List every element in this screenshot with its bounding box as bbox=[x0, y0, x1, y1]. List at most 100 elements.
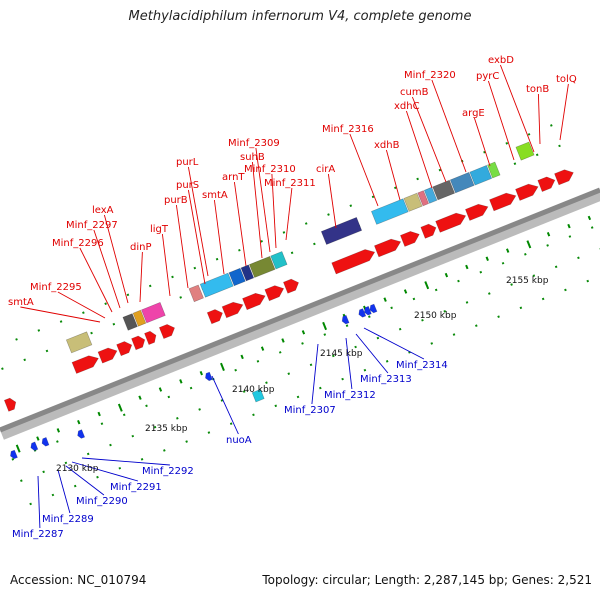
leader-purL bbox=[187, 166, 209, 277]
gene-label-pyrC: pyrC bbox=[476, 71, 499, 82]
scale-tick bbox=[567, 223, 571, 229]
gene-label-Minf_2295: Minf_2295 bbox=[30, 282, 82, 293]
reverse-colored-gene bbox=[251, 388, 265, 403]
scale-tick bbox=[301, 330, 306, 335]
colored-gene-3 bbox=[141, 302, 166, 324]
forward-gene-18 bbox=[489, 192, 517, 212]
colored-gene-14 bbox=[423, 186, 438, 204]
backbone-shadow bbox=[0, 191, 600, 440]
forward-gene-19 bbox=[515, 183, 539, 201]
leader-argE bbox=[473, 117, 491, 167]
scale-tick bbox=[117, 403, 123, 412]
reverse-gene-2 bbox=[41, 437, 50, 447]
colored-gene-11 bbox=[371, 198, 409, 225]
leader-Minf_2289 bbox=[57, 469, 71, 514]
leader-pyrC bbox=[487, 80, 515, 161]
reverse-gene-4 bbox=[205, 371, 213, 382]
forward-gene-10 bbox=[264, 285, 285, 302]
map-title: Methylacidiphilum infernorum V4, complet… bbox=[128, 9, 472, 24]
gene-label-dinP: dinP bbox=[130, 242, 152, 253]
scale-tick bbox=[179, 379, 183, 384]
backbone-line bbox=[0, 187, 600, 433]
forward-gene-5 bbox=[144, 330, 157, 345]
gene-label-purS: purS bbox=[176, 180, 199, 191]
leader-tonB bbox=[537, 93, 541, 145]
gene-label-Minf_2314: Minf_2314 bbox=[396, 360, 448, 371]
gene-label-nuoA: nuoA bbox=[226, 435, 252, 446]
scale-tick bbox=[322, 321, 328, 331]
colored-gene-0 bbox=[65, 331, 93, 354]
leader-Minf_2312 bbox=[345, 337, 353, 390]
scale-ticks bbox=[15, 215, 592, 453]
colored-gene-10 bbox=[320, 217, 363, 245]
scale-label-2150-kbp: 2150 kbp bbox=[414, 311, 457, 321]
scale-label-2130-kbp: 2130 kbp bbox=[56, 464, 99, 474]
leader-tolQ bbox=[559, 83, 569, 141]
forward-gene-6 bbox=[158, 324, 175, 339]
gene-label-purL: purL bbox=[176, 157, 199, 168]
reverse-gene-7 bbox=[363, 305, 372, 316]
colored-gene-9 bbox=[270, 251, 288, 270]
gene-label-Minf_2313: Minf_2313 bbox=[360, 374, 412, 385]
gene-label-xdhB: xdhB bbox=[374, 140, 400, 151]
forward-gene-3 bbox=[116, 341, 133, 357]
label-leader-lines bbox=[20, 64, 569, 529]
colored-gene-4 bbox=[188, 284, 204, 303]
leader-Minf_2287 bbox=[37, 475, 41, 529]
reverse-gene-5 bbox=[341, 314, 350, 325]
scale-tick bbox=[281, 338, 285, 343]
leader-Minf_2313 bbox=[355, 333, 389, 374]
scale-tick bbox=[56, 428, 60, 433]
gene-label-Minf_2292: Minf_2292 bbox=[142, 466, 194, 477]
colored-gene-2 bbox=[132, 309, 147, 327]
forward-gene-4 bbox=[131, 335, 146, 351]
gene-labels: smtA Minf_2295 Minf_2296 Minf_2297 lexA dinP l… bbox=[8, 55, 577, 540]
scale-label-2140-kbp: 2140 kbp bbox=[232, 385, 275, 395]
leader-Minf_2296 bbox=[79, 247, 113, 313]
genome-summary-text: Topology: circular; Length: 2,287,145 bp… bbox=[262, 573, 592, 587]
leader-Minf_2314 bbox=[363, 327, 425, 360]
gene-label-Minf_2287: Minf_2287 bbox=[12, 529, 64, 540]
leader-smtA bbox=[20, 306, 101, 323]
forward-gene-1 bbox=[71, 355, 99, 374]
leader-suhB bbox=[251, 161, 263, 259]
forward-gene-16 bbox=[435, 212, 467, 233]
colored-gene-17 bbox=[469, 165, 493, 186]
gene-label-ligT: ligT bbox=[150, 224, 169, 235]
leader-Minf_2309 bbox=[255, 147, 271, 253]
gene-label-Minf_2310: Minf_2310 bbox=[244, 164, 296, 175]
leader-Minf_2320 bbox=[431, 79, 467, 173]
colored-gene-18 bbox=[487, 161, 501, 179]
leader-dinP bbox=[139, 251, 143, 303]
leader-nuoA bbox=[211, 375, 239, 435]
forward-gene-0 bbox=[3, 397, 17, 412]
forward-gene-12 bbox=[331, 249, 376, 275]
scale-tick bbox=[587, 215, 592, 221]
forward-gene-13 bbox=[374, 238, 402, 258]
colored-gene-8 bbox=[249, 256, 276, 278]
gene-label-Minf_2291: Minf_2291 bbox=[110, 482, 162, 493]
leader-purB bbox=[175, 204, 189, 289]
scale-tick bbox=[526, 240, 532, 249]
gene-label-Minf_2289: Minf_2289 bbox=[42, 514, 94, 525]
scale-tick bbox=[15, 444, 21, 453]
scale-tick bbox=[158, 387, 163, 392]
colored-gene-6 bbox=[228, 267, 246, 287]
colored-gene-5 bbox=[199, 272, 234, 298]
scale-tick bbox=[77, 419, 81, 425]
forward-gene-2 bbox=[97, 347, 118, 364]
gene-label-cumB: cumB bbox=[400, 87, 429, 98]
forward-gene-15 bbox=[420, 223, 437, 239]
gene-label-purB: purB bbox=[164, 195, 188, 206]
genome-backbone bbox=[0, 187, 600, 440]
leader-arnT bbox=[233, 181, 247, 267]
forward-gene-14 bbox=[400, 231, 420, 247]
scale-tick bbox=[465, 264, 469, 270]
leader-xdhB bbox=[385, 149, 401, 201]
leader-exbD bbox=[499, 64, 535, 153]
forward-gene-17 bbox=[465, 203, 489, 221]
leader-purS bbox=[187, 189, 206, 285]
leader-Minf_2311 bbox=[285, 187, 293, 241]
scale-tick bbox=[220, 362, 225, 371]
